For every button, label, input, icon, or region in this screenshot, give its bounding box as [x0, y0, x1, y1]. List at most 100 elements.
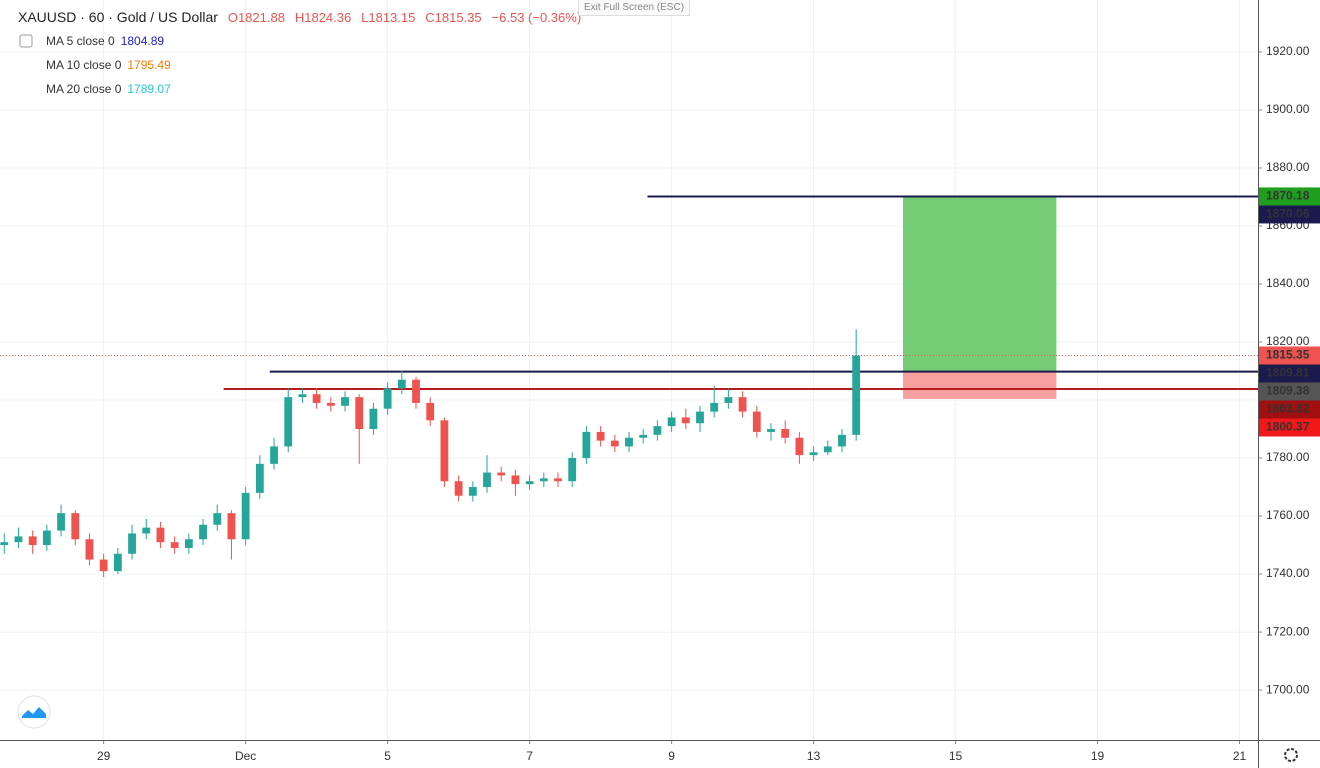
candle-body	[284, 397, 293, 447]
candle-body	[85, 539, 94, 560]
candle-body	[625, 437, 633, 447]
candle-body	[57, 513, 65, 531]
header: XAUUSD · 60 · Gold / US Dollar O1821.88 …	[18, 9, 581, 25]
candle-body	[568, 458, 577, 482]
price-label: 1809.38	[1266, 384, 1310, 398]
price-label: 1870.06	[1266, 207, 1310, 221]
candle-body	[14, 536, 23, 543]
candle-body	[128, 533, 136, 554]
candle-body	[781, 429, 790, 438]
candle-body	[227, 513, 236, 540]
y-tick-label: 1740.00	[1266, 566, 1310, 580]
price-label-box	[1259, 364, 1320, 383]
candle-body	[795, 437, 804, 456]
candle-body	[852, 355, 861, 435]
logo-bg	[17, 695, 51, 729]
indicator-label: MA 20 close 0	[46, 82, 122, 96]
exit-fullscreen-button[interactable]: Exit Full Screen (ESC)	[578, 0, 691, 16]
candle-body	[255, 463, 264, 493]
candle-body	[156, 527, 165, 543]
y-tick-label: 1880.00	[1266, 160, 1310, 174]
indicator-value: 1795.49	[127, 58, 171, 72]
candle-body	[681, 417, 690, 424]
loss-zone	[903, 371, 1057, 399]
ohlc-open: O1821.88	[227, 10, 285, 25]
y-tick-label: 1840.00	[1266, 276, 1310, 290]
candle-body	[838, 434, 846, 447]
candle-body	[199, 524, 207, 540]
candle-body	[28, 536, 37, 546]
price-label-box	[1259, 187, 1320, 206]
candle-body	[426, 402, 435, 421]
x-tick-label: 9	[668, 749, 675, 763]
candle-body	[554, 478, 562, 482]
indicator-label: MA 10 close 0	[46, 58, 122, 72]
ohlc-close: C1815.35	[425, 10, 482, 25]
candle-body	[184, 539, 193, 548]
candle-body	[71, 513, 80, 540]
x-tick-label: 19	[1091, 749, 1105, 763]
candle-body	[809, 452, 818, 456]
x-tick-label: 7	[526, 749, 533, 763]
candle-body	[767, 429, 775, 432]
indicator: MA 10 close 0 1795.49	[46, 58, 171, 72]
candle-body	[383, 388, 392, 409]
candle-body	[213, 513, 222, 525]
candle-body	[341, 397, 349, 406]
y-tick-label: 1700.00	[1266, 682, 1310, 696]
candle-body	[270, 446, 278, 464]
x-tick-label: 29	[97, 749, 111, 763]
y-tick-label: 1720.00	[1266, 624, 1310, 638]
x-tick-label: Dec	[235, 749, 256, 763]
price-label: 1800.37	[1266, 420, 1310, 434]
candle-body	[0, 542, 9, 546]
candle-body	[483, 472, 491, 488]
candle-body	[511, 475, 520, 485]
price-label: 1870.18	[1266, 189, 1310, 203]
x-tick-label: 15	[949, 749, 963, 763]
price-label: 1809.81	[1266, 366, 1310, 380]
candle-body	[653, 426, 662, 435]
candle-body	[369, 408, 378, 430]
candle-body	[298, 394, 307, 398]
candle-body	[468, 487, 477, 496]
price-label-box	[1259, 205, 1320, 224]
candle-body	[355, 397, 364, 430]
ohlc-low: L1813.15	[361, 10, 416, 25]
y-tick-label: 1760.00	[1266, 508, 1310, 522]
price-label-box	[1259, 382, 1320, 401]
candle-body	[497, 472, 506, 476]
ohlc-high: H1824.36	[294, 10, 352, 25]
candle-body	[582, 431, 591, 459]
price-label-box	[1259, 346, 1320, 365]
y-tick-label: 1820.00	[1266, 334, 1310, 348]
price-label-box	[1259, 400, 1320, 419]
price-label: 1815.35	[1266, 348, 1310, 362]
y-tick-label: 1900.00	[1266, 102, 1310, 116]
candle-body	[42, 530, 51, 546]
candle-body	[312, 394, 321, 403]
candle-body	[752, 411, 761, 432]
indicator-value: 1789.07	[127, 82, 171, 96]
candle-body	[241, 492, 250, 540]
candle-body	[724, 397, 733, 403]
candle-body	[326, 402, 335, 406]
x-tick-label: 21	[1233, 749, 1247, 763]
settings-icon	[1284, 748, 1298, 762]
x-tick-label: 5	[384, 749, 391, 763]
candle-body	[596, 431, 605, 441]
indicator: MA 5 close 0 1804.89	[46, 34, 164, 48]
candle-body	[170, 542, 179, 548]
candle-body	[440, 420, 449, 482]
candle-body	[710, 402, 719, 412]
indicator-value: 1804.89	[120, 34, 165, 48]
indicator-label: MA 5 close 0	[46, 34, 115, 48]
candle-body	[142, 527, 151, 534]
candle-body	[454, 481, 463, 496]
logo	[22, 707, 46, 718]
ohlc-change: −6.53 (−0.36%)	[491, 10, 582, 25]
legend-toggle	[19, 34, 33, 48]
price-label-box	[1259, 418, 1320, 437]
